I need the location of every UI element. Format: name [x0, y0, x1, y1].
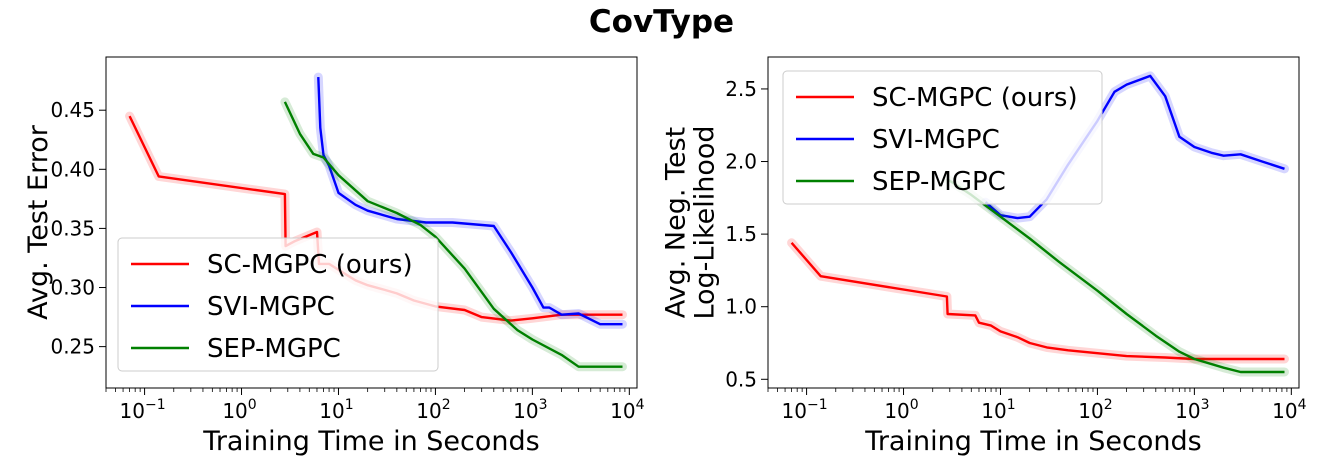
y-tick-label: 1.0	[725, 295, 757, 319]
x-tick-label: 103	[513, 397, 547, 423]
legend-label-1: SC-MGPC (ours)	[872, 83, 1078, 113]
x-tick-label: 102	[416, 397, 450, 423]
x-tick-label: 10−1	[782, 397, 828, 423]
series-line-1	[790, 242, 1285, 361]
legend-label-3: SEP-MGPC	[872, 167, 1006, 197]
series-line-3	[283, 101, 623, 368]
legend-label-2: SVI-MGPC	[207, 292, 335, 322]
x-tick-label: 104	[1272, 397, 1306, 423]
x-tick-label: 101	[319, 397, 353, 423]
legend-box	[117, 237, 439, 372]
legend-label-1: SC-MGPC (ours)	[207, 250, 413, 280]
x-axis-label: Training Time in Seconds	[864, 426, 1201, 457]
x-tick-label: 102	[1078, 397, 1112, 423]
x-tick-label: 103	[1175, 397, 1209, 423]
y-tick-label: 0.35	[50, 216, 95, 240]
y-axis-label: Log-Likelihood	[690, 125, 721, 319]
chart-2: 10−1 100 101 102 103 104 0.5 1.0 1.5 2.0 2.5 Traini…	[661, 56, 1307, 457]
x-tick-label: 100	[884, 397, 918, 423]
legend-label-3: SEP-MGPC	[207, 334, 341, 364]
y-axis-label: Avg. Neg. Test	[661, 127, 692, 318]
y-tick-label: 2.5	[725, 77, 757, 101]
legend-label-2: SVI-MGPC	[872, 125, 1000, 155]
legend-box	[782, 70, 1103, 205]
x-axis-label: Training Time in Seconds	[202, 426, 539, 457]
y-tick-label: 2.0	[725, 150, 757, 174]
y-tick-label: 0.25	[50, 335, 95, 359]
y-tick-label: 0.40	[50, 157, 95, 181]
x-tick-label: 100	[222, 397, 256, 423]
x-tick-label: 101	[981, 397, 1015, 423]
x-tick-label: 10−1	[120, 397, 166, 423]
plot-frame	[105, 56, 638, 389]
y-tick-label: 0.45	[50, 98, 95, 122]
x-minor-ticks	[767, 388, 1288, 392]
chart-1: 10−1 100 101 102 103 104 0.25 0.30 0.35 0.40 0.45 T…	[23, 56, 645, 457]
figure-title: CovType	[588, 4, 735, 40]
legend: SC-MGPC (ours) SVI-MGPC SEP-MGPC	[117, 237, 439, 372]
y-tick-label: 1.5	[725, 222, 757, 246]
y-tick-label: 0.30	[50, 276, 95, 300]
y-tick-label: 0.5	[725, 367, 757, 391]
y-axis-label: Avg. Test Error	[23, 124, 54, 320]
legend: SC-MGPC (ours) SVI-MGPC SEP-MGPC	[782, 70, 1103, 205]
series-line-3	[946, 177, 1285, 374]
series-line-2	[984, 74, 1285, 220]
series-band-1	[787, 238, 1289, 364]
plot-frame	[767, 56, 1300, 389]
x-tick-label: 104	[610, 397, 644, 423]
x-minor-ticks	[105, 388, 626, 392]
